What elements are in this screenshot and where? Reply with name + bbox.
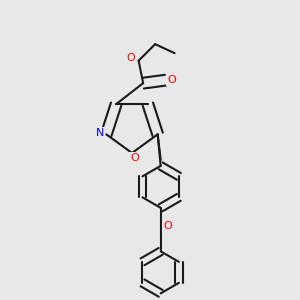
Text: O: O: [167, 75, 176, 85]
Text: O: O: [130, 153, 139, 164]
Text: O: O: [127, 53, 136, 63]
Text: O: O: [163, 221, 172, 231]
Text: N: N: [95, 128, 104, 138]
